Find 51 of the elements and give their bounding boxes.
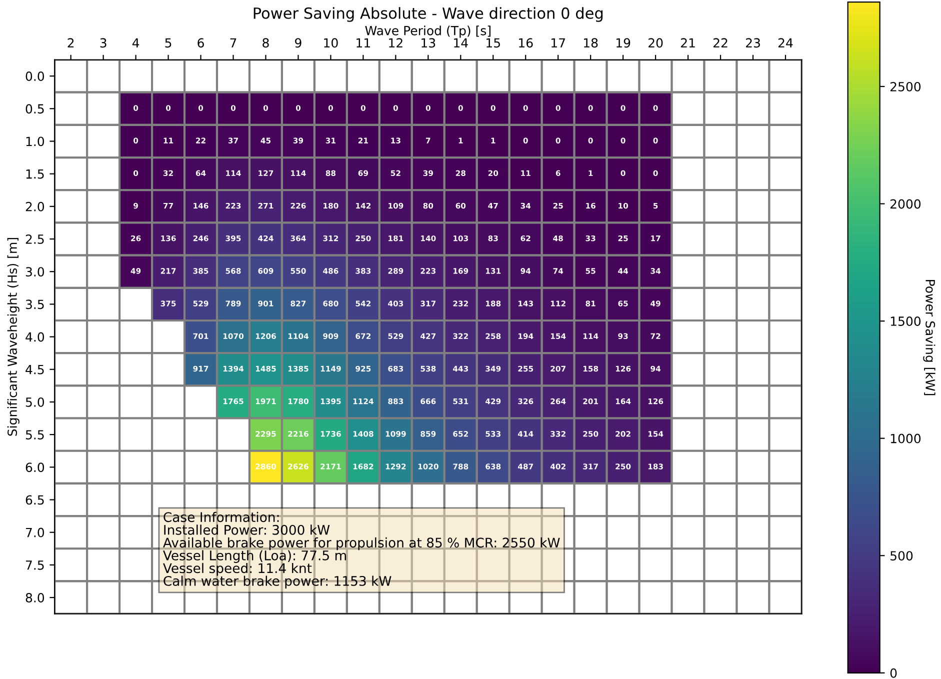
y-tick-label: 3.0 (26, 267, 44, 277)
x-tick-label: 6 (198, 38, 204, 48)
annotation: Case Information: Installed Power: 3000 kW Available brake power for propulsion at 85 % MCR: 2550 kW Vessel Length (Loa): 77.5 m Vessel speed: 11.4 knt Calm water brake power: 1153 kW (163, 512, 560, 588)
x-tick-label: 18 (584, 38, 598, 48)
color-bar-label: 2500 (890, 82, 921, 92)
x-tick-label: 23 (746, 38, 760, 48)
x-axis-title: Wave Period (Tp) [s] (365, 26, 490, 38)
y-tick-label: 2.5 (26, 234, 44, 244)
y-tick-label: 6.5 (26, 495, 44, 505)
x-tick-label: 5 (165, 38, 172, 48)
y-tick-label: 1.5 (26, 169, 44, 179)
x-tick-label: 2 (68, 38, 74, 48)
x-tick-label: 11 (356, 38, 370, 48)
color-bar-label: 500 (890, 551, 913, 561)
y-tick-label: 4.5 (26, 365, 44, 374)
x-tick-label: 13 (422, 38, 436, 48)
x-tick-label: 3 (100, 38, 106, 48)
x-tick-label: 22 (713, 38, 728, 48)
color-bar-label: 2000 (890, 199, 921, 209)
x-tick-label: 24 (778, 38, 793, 48)
color-bar-label: 1000 (890, 434, 921, 444)
y-tick-label: 5.0 (26, 397, 44, 407)
x-tick-label: 20 (648, 38, 663, 48)
x-tick-label: 14 (454, 38, 468, 48)
chart-title: Power Saving Absolute - Wave direction 0 deg (254, 7, 603, 22)
x-tick-label: 15 (486, 38, 500, 48)
color-bar-label: 1500 (890, 316, 921, 326)
y-tick-label: 5.5 (26, 430, 44, 440)
y-tick-label: 0.0 (26, 72, 44, 81)
y-tick-label: 4.0 (26, 332, 44, 342)
y-tick-label: 2.0 (26, 202, 44, 212)
y-tick-label: 1.0 (26, 136, 44, 146)
x-tick-label: 17 (552, 38, 565, 48)
color-bar-label: 0 (890, 668, 897, 678)
x-tick-label: 16 (519, 38, 533, 48)
y-tick-label: 7.0 (26, 528, 44, 538)
y-tick-label: 0.5 (26, 104, 44, 114)
y-tick-label: 7.5 (26, 560, 44, 570)
x-tick-label: 4 (132, 38, 140, 48)
x-tick-label: 19 (616, 38, 630, 48)
x-tick-label: 9 (295, 38, 302, 48)
x-tick-label: 8 (262, 38, 269, 48)
color-bar-title: Power Saving [kW] (923, 280, 936, 396)
y-tick-label: 6.0 (26, 462, 44, 472)
y-axis-title: Significant Waveheight (Hs) [m] (7, 238, 20, 436)
y-tick-label: 8.0 (26, 592, 44, 602)
x-tick-label: 21 (681, 38, 695, 48)
x-tick-label: 12 (389, 38, 402, 48)
x-tick-label: 7 (230, 38, 236, 48)
x-tick-label: 10 (324, 38, 338, 48)
y-tick-label: 3.5 (26, 300, 44, 310)
